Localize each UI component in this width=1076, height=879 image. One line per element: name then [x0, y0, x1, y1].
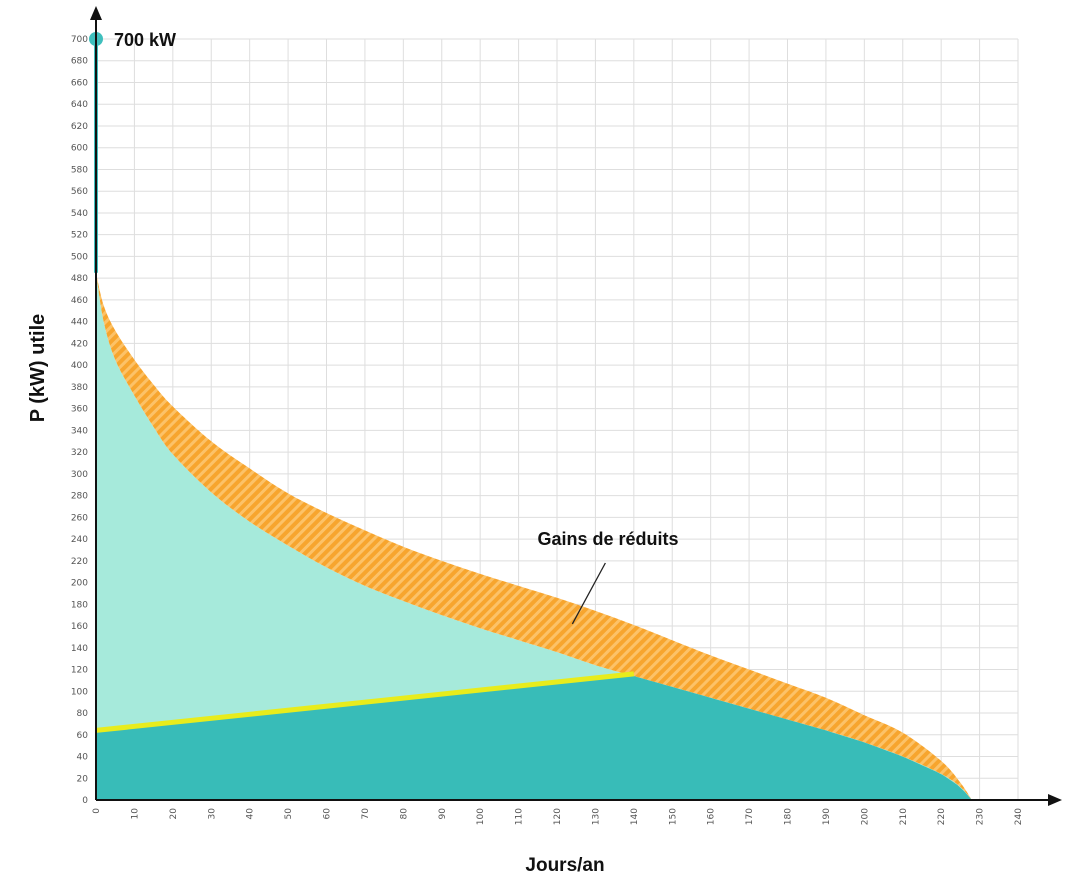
annotation-label: Gains de réduits [537, 529, 678, 549]
y-tick-label: 540 [71, 209, 88, 219]
x-tick-label: 180 [784, 808, 794, 825]
y-axis-arrow [90, 6, 102, 20]
x-tick-label: 230 [976, 808, 986, 825]
x-tick-label: 30 [207, 808, 217, 820]
x-tick-label: 20 [169, 808, 179, 820]
y-tick-label: 280 [71, 492, 88, 502]
y-tick-label: 260 [71, 513, 88, 523]
x-tick-label: 70 [361, 808, 371, 820]
y-tick-labels: 0 20 40 60 80 100 120 140 160 180 200 220 240 260 280 3… [71, 35, 88, 806]
x-tick-labels: 0 10 20 30 40 50 60 70 80 90 100 110 120 130 140 150 160… [92, 808, 1024, 825]
axes [90, 6, 1062, 806]
y-tick-label: 400 [71, 361, 88, 371]
y-tick-label: 300 [71, 470, 88, 480]
x-tick-label: 120 [553, 808, 563, 825]
y-tick-label: 460 [71, 296, 88, 306]
y-tick-label: 140 [71, 644, 88, 654]
y-tick-label: 600 [71, 144, 88, 154]
x-tick-label: 170 [745, 808, 755, 825]
y-tick-label: 640 [71, 100, 88, 110]
base-line [95, 671, 635, 733]
y-tick-label: 480 [71, 274, 88, 284]
y-tick-label: 520 [71, 231, 88, 241]
y-tick-label: 320 [71, 448, 88, 458]
y-tick-label: 680 [71, 57, 88, 67]
y-tick-label: 700 [71, 35, 88, 45]
y-tick-label: 500 [71, 252, 88, 262]
x-tick-label: 40 [246, 808, 256, 820]
y-tick-label: 580 [71, 165, 88, 175]
x-tick-label: 140 [630, 808, 640, 825]
areas [89, 32, 972, 800]
x-axis-label: Jours/an [525, 855, 604, 876]
x-tick-label: 80 [399, 808, 409, 820]
y-tick-label: 340 [71, 426, 88, 436]
y-tick-label: 360 [71, 405, 88, 415]
area-base-load [96, 674, 972, 800]
y-tick-label: 380 [71, 383, 88, 393]
y-tick-label: 180 [71, 600, 88, 610]
x-tick-label: 0 [92, 808, 102, 814]
x-tick-label: 150 [668, 808, 678, 825]
y-axis-label: P (kW) utile [27, 314, 49, 423]
labels: P (kW) utile Jours/an 700 kW Gains de ré… [27, 30, 679, 876]
x-tick-label: 60 [323, 808, 333, 820]
y-tick-label: 120 [71, 666, 88, 676]
peak-label: 700 kW [114, 30, 176, 50]
x-tick-label: 100 [476, 808, 486, 825]
x-tick-label: 90 [438, 808, 448, 820]
y-tick-label: 20 [77, 774, 89, 784]
area-savings-hatched [96, 272, 972, 800]
y-tick-label: 560 [71, 187, 88, 197]
y-tick-label: 240 [71, 535, 88, 545]
y-tick-label: 40 [77, 753, 89, 763]
y-tick-label: 160 [71, 622, 88, 632]
x-tick-label: 10 [130, 808, 140, 820]
x-tick-label: 50 [284, 808, 294, 820]
y-tick-label: 60 [77, 731, 89, 741]
x-tick-label: 220 [937, 808, 947, 825]
x-tick-label: 130 [591, 808, 601, 825]
x-tick-label: 200 [860, 808, 870, 825]
x-tick-label: 210 [899, 808, 909, 825]
x-tick-label: 190 [822, 808, 832, 825]
y-tick-label: 620 [71, 122, 88, 132]
y-tick-label: 420 [71, 339, 88, 349]
annotation-leader-line [571, 562, 606, 625]
x-axis-arrow [1048, 794, 1062, 806]
y-tick-label: 660 [71, 78, 88, 88]
x-tick-label: 160 [707, 808, 717, 825]
y-tick-label: 440 [71, 318, 88, 328]
y-tick-label: 220 [71, 557, 88, 567]
y-tick-label: 100 [71, 687, 88, 697]
area-reduced-demand [96, 272, 972, 800]
x-tick-label: 240 [1014, 808, 1024, 825]
y-tick-label: 200 [71, 579, 88, 589]
y-tick-label: 80 [77, 709, 89, 719]
x-tick-label: 110 [515, 808, 525, 825]
y-tick-label: 0 [82, 796, 88, 806]
